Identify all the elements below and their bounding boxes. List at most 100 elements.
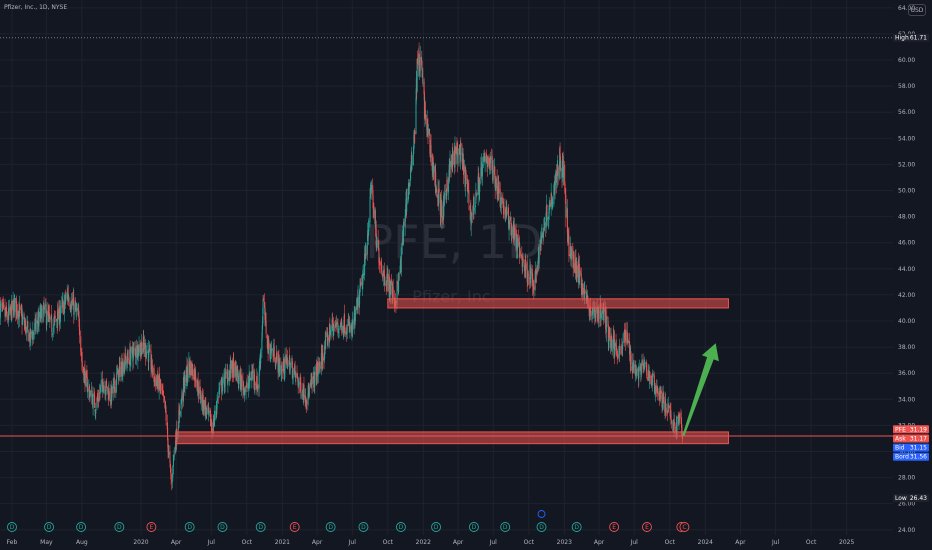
candle-body	[188, 360, 190, 366]
candle-body	[422, 79, 424, 81]
candle-body	[521, 255, 523, 260]
candle-body	[338, 328, 340, 330]
candle-body	[59, 314, 61, 321]
candle-body	[637, 369, 639, 371]
candle-body	[26, 326, 28, 334]
candle-body	[167, 438, 169, 452]
candle-body	[69, 301, 71, 307]
candle-body	[152, 372, 154, 374]
candle-body	[210, 421, 212, 426]
candle-body	[645, 362, 647, 365]
candle-body	[410, 167, 412, 181]
candle-body	[246, 381, 248, 384]
time-tick-label: 2025	[839, 539, 854, 546]
candle-body	[196, 380, 198, 389]
time-tick-label: Oct	[242, 539, 253, 546]
candle-body	[31, 332, 33, 334]
candle-body	[111, 387, 113, 394]
candle-body	[564, 184, 566, 191]
candle-body	[280, 364, 282, 375]
currency-button[interactable]: USD	[908, 4, 926, 16]
time-axis[interactable]: Feb May Aug 2020 Apr Jul Oct 2021 Apr Jul Oct 2022 A…	[7, 539, 855, 546]
candle-body	[583, 291, 585, 295]
candle-body	[638, 370, 640, 379]
drawings[interactable]	[175, 298, 729, 445]
candle-body	[556, 177, 558, 182]
candle-body	[598, 309, 600, 313]
candle-body	[19, 305, 21, 309]
candle-body	[213, 422, 215, 426]
candle-body	[104, 385, 106, 394]
candle-body	[429, 133, 431, 154]
candle-body	[256, 376, 258, 391]
candle-body	[20, 307, 22, 310]
candle-body	[402, 232, 404, 241]
candle-body	[208, 410, 210, 413]
candle-body	[151, 359, 153, 372]
resistance-zone[interactable]	[387, 298, 729, 309]
candle-body	[403, 221, 405, 237]
candle-body	[287, 365, 289, 368]
candle-body	[386, 280, 388, 286]
candle-body	[518, 238, 520, 246]
bullish-arrow[interactable]	[682, 343, 719, 437]
candle-body	[649, 372, 651, 376]
candle-body	[387, 273, 389, 291]
candle-body	[231, 360, 233, 370]
candle-body	[259, 360, 261, 373]
candle-body	[508, 217, 510, 230]
candle-body	[453, 151, 455, 165]
candle-body	[281, 369, 283, 371]
candle-body	[67, 293, 69, 300]
candle-body	[365, 252, 367, 256]
candle-body	[167, 427, 169, 441]
candle-body	[470, 209, 472, 224]
candle-body	[303, 384, 305, 397]
candle-body	[326, 331, 328, 334]
candle-body	[134, 349, 136, 350]
time-tick-label: 2023	[557, 539, 572, 546]
candle-body	[576, 265, 578, 279]
candle-body	[506, 211, 508, 213]
candle-body	[653, 373, 655, 375]
candle-body	[237, 365, 239, 377]
candle-body	[27, 321, 29, 329]
candle-body	[319, 366, 321, 369]
candle-body	[427, 119, 429, 126]
candle-body	[211, 427, 213, 433]
candle-body	[619, 347, 621, 349]
candle-body	[2, 302, 4, 305]
time-tick-label: Apr	[735, 539, 746, 546]
candle-body	[0, 303, 2, 306]
candle-body	[242, 385, 244, 392]
candle-body	[461, 145, 463, 156]
candle-body	[258, 373, 260, 389]
symbol-title[interactable]: Pfizer, Inc., 1D, NYSE	[4, 4, 68, 11]
candle-body	[517, 237, 519, 249]
candle-body	[503, 205, 505, 215]
support-zone[interactable]	[175, 431, 729, 445]
price-tag-value: 26.43	[910, 495, 927, 502]
candle-body	[385, 284, 387, 287]
time-tick-label: Apr	[171, 539, 182, 546]
candle-body	[164, 404, 166, 408]
event-marker-label: C	[682, 524, 686, 531]
candle-body	[510, 216, 512, 236]
candle-body	[277, 355, 279, 374]
candle-body	[299, 377, 301, 386]
candle-body	[563, 165, 565, 179]
candle-body	[313, 372, 315, 376]
candle-body	[531, 268, 533, 275]
candle-body	[240, 377, 242, 391]
candle-body	[121, 362, 123, 375]
candle-body	[680, 413, 682, 419]
candle-body	[281, 367, 283, 369]
candle-body	[656, 387, 658, 392]
candle-body	[430, 144, 432, 158]
candle-body	[533, 285, 535, 290]
time-tick-label: 2024	[698, 539, 713, 546]
candle-body	[435, 171, 437, 194]
candle-body	[56, 320, 58, 322]
candle-body	[221, 391, 223, 393]
